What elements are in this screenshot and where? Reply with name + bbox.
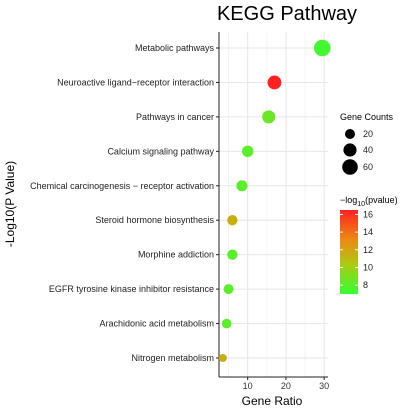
category-label: Chemical carcinogenesis − receptor activ… xyxy=(30,181,214,191)
category-label: Neuroactive ligand−receptor interaction xyxy=(57,77,214,87)
x-tick-label: 30 xyxy=(319,381,329,391)
color-legend-title-prefix: −log xyxy=(340,195,357,205)
category-label: Steroid hormone biosynthesis xyxy=(95,215,214,225)
size-legend-dot xyxy=(344,128,356,140)
data-point xyxy=(218,353,227,363)
data-point xyxy=(223,284,234,295)
color-legend-title: −log10(pvalue) xyxy=(340,195,398,208)
data-point xyxy=(262,110,276,124)
size-legend-label: 40 xyxy=(363,145,373,155)
size-legend-dot xyxy=(342,159,358,175)
color-legend-label: 10 xyxy=(363,262,373,272)
data-point xyxy=(221,318,232,329)
plot-area: 10 20 30 Metabolic pathways Neuroactive liga… xyxy=(30,32,331,391)
color-legend-label: 8 xyxy=(363,280,368,290)
category-label: Nitrogen metabolism xyxy=(131,353,214,363)
data-point xyxy=(227,215,238,226)
color-legend-label: 16 xyxy=(363,209,373,219)
data-point xyxy=(313,39,331,57)
x-tick-label: 10 xyxy=(243,381,253,391)
data-point xyxy=(227,249,238,260)
color-legend-title-sub: 10 xyxy=(357,201,365,208)
x-axis-label: Gene Ratio xyxy=(242,394,303,408)
color-legend-label: 12 xyxy=(363,245,373,255)
category-label: EGFR tyrosine kinase inhibitor resistanc… xyxy=(49,284,214,294)
size-legend-label: 60 xyxy=(363,162,373,172)
category-label: Arachidonic acid metabolism xyxy=(99,319,214,329)
size-legend-label: 20 xyxy=(363,129,373,139)
color-legend-title-suffix: (pvalue) xyxy=(365,195,398,205)
color-legend-bar xyxy=(340,210,358,294)
size-legend-dot xyxy=(343,143,357,157)
plot-background xyxy=(219,32,328,377)
category-label: Metabolic pathways xyxy=(135,43,215,53)
data-point xyxy=(267,75,282,90)
data-point xyxy=(241,145,254,158)
size-legend: Gene Counts 20 40 60 xyxy=(340,112,394,175)
size-legend-title: Gene Counts xyxy=(340,112,394,122)
category-label: Calcium signaling pathway xyxy=(107,146,214,156)
data-point xyxy=(236,180,248,192)
category-label: Morphine addiction xyxy=(138,250,214,260)
y-axis-label: -Log10(P Value) xyxy=(3,161,17,247)
chart-title: KEGG Pathway xyxy=(217,3,357,25)
color-legend-label: 14 xyxy=(363,227,373,237)
category-label: Pathways in cancer xyxy=(136,112,214,122)
x-tick-label: 20 xyxy=(281,381,291,391)
